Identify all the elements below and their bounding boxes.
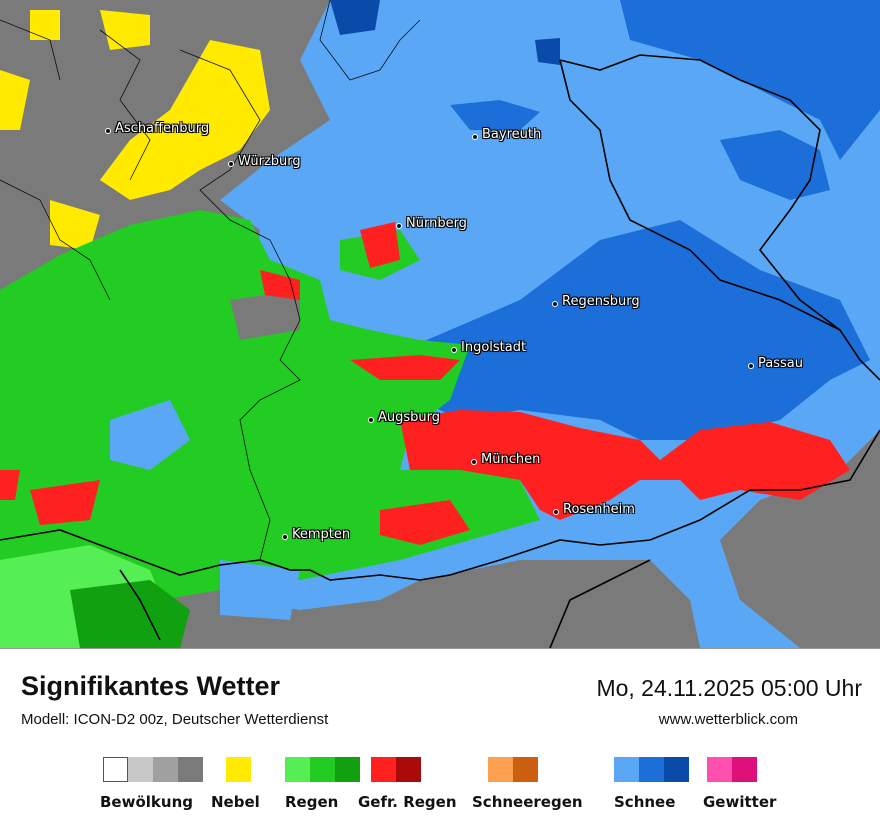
- legend-swatch: [371, 757, 396, 782]
- legend-swatch: [732, 757, 757, 782]
- freezing-rain-area: [380, 500, 470, 545]
- city-label: Kempten: [292, 527, 351, 542]
- fog-area: [0, 70, 30, 130]
- legend-swatch: [153, 757, 178, 782]
- legend-swatch: [335, 757, 360, 782]
- freezing-rain-area: [0, 470, 20, 500]
- legend-swatch: [513, 757, 538, 782]
- website-link[interactable]: www.wetterblick.com: [658, 711, 798, 728]
- legend-swatch: [226, 757, 251, 782]
- legend-swatch: [103, 757, 128, 782]
- city-marker-icon: [105, 128, 111, 134]
- freezing-rain-area: [350, 355, 460, 380]
- legend-swatch: [614, 757, 639, 782]
- snow-area-light: [220, 560, 300, 620]
- legend-group: [103, 757, 203, 782]
- freezing-rain-area: [360, 222, 400, 268]
- precipitation-layer: [0, 0, 880, 648]
- cloud-cover-area: [230, 290, 300, 340]
- legend-label: Bewölkung: [100, 793, 193, 811]
- legend-swatch: [707, 757, 732, 782]
- country-borders: [0, 54, 880, 648]
- city-label: Ingolstadt: [461, 340, 527, 355]
- legend-group: [707, 757, 757, 782]
- legend-swatch: [310, 757, 335, 782]
- city-marker-icon: [471, 459, 477, 465]
- city-label: Passau: [758, 356, 803, 371]
- legend-swatch: [128, 757, 153, 782]
- fog-area: [50, 200, 100, 250]
- city-marker-icon: [451, 347, 457, 353]
- city-label: Würzburg: [238, 154, 301, 169]
- city-label: Augsburg: [378, 410, 441, 425]
- legend-label: Nebel: [211, 793, 260, 811]
- legend-label: Regen: [285, 793, 339, 811]
- legend-swatch: [639, 757, 664, 782]
- city-label: Bayreuth: [482, 127, 542, 142]
- freezing-rain-area: [260, 270, 300, 300]
- legend-swatch: [396, 757, 421, 782]
- snow-area-medium: [620, 0, 880, 160]
- state-borders: [0, 0, 421, 561]
- city-marker-icon: [282, 534, 288, 540]
- city-label: Nürnberg: [406, 216, 467, 231]
- snow-area-light: [110, 400, 190, 470]
- freezing-rain-area: [400, 410, 850, 520]
- snow-area-medium: [380, 220, 870, 440]
- weather-map[interactable]: Aschaffenburg Würzburg Bayreuth Nürnberg…: [0, 0, 880, 648]
- snow-area-dark: [330, 0, 380, 35]
- rain-area: [0, 210, 540, 600]
- fog-area: [100, 40, 270, 200]
- city-marker-icon: [228, 161, 234, 167]
- legend-swatch: [285, 757, 310, 782]
- snow-area-medium: [720, 130, 830, 200]
- legend-group: [226, 757, 251, 782]
- fog-area: [30, 10, 60, 40]
- city-marker-icon: [472, 134, 478, 140]
- legend-label: Gefr. Regen: [358, 793, 457, 811]
- model-info: Modell: ICON-D2 00z, Deutscher Wetterdie…: [21, 711, 329, 728]
- snow-area-dark: [535, 38, 560, 65]
- rain-area-dark: [70, 580, 190, 648]
- city-label: Rosenheim: [563, 502, 635, 517]
- legend-swatch: [488, 757, 513, 782]
- city-label: Regensburg: [562, 294, 640, 309]
- city-marker-icon: [368, 417, 374, 423]
- freezing-rain-area: [30, 480, 100, 525]
- snow-area-medium: [450, 100, 540, 130]
- map-title: Signifikantes Wetter: [21, 671, 281, 701]
- legend-group: [285, 757, 360, 782]
- city-marker-icon: [552, 301, 558, 307]
- city-marker-icon: [748, 363, 754, 369]
- legend-label: Schneeregen: [472, 793, 583, 811]
- cloud-cover-area: [720, 430, 880, 648]
- forecast-datetime: Mo, 24.11.2025 05:00 Uhr: [596, 675, 862, 701]
- legend-label: Gewitter: [703, 793, 777, 811]
- legend-swatch: [178, 757, 203, 782]
- city-label: Aschaffenburg: [115, 121, 210, 136]
- legend-group: [488, 757, 538, 782]
- legend-group: [614, 757, 689, 782]
- legend-group: [371, 757, 421, 782]
- city-marker-icon: [553, 509, 559, 515]
- map-footer: Signifikantes Wetter Modell: ICON-D2 00z…: [0, 648, 880, 830]
- legend-label: Schnee: [614, 793, 676, 811]
- city-marker-icon: [396, 223, 402, 229]
- fog-area: [100, 10, 150, 50]
- city-label: München: [481, 452, 541, 467]
- legend-swatch: [664, 757, 689, 782]
